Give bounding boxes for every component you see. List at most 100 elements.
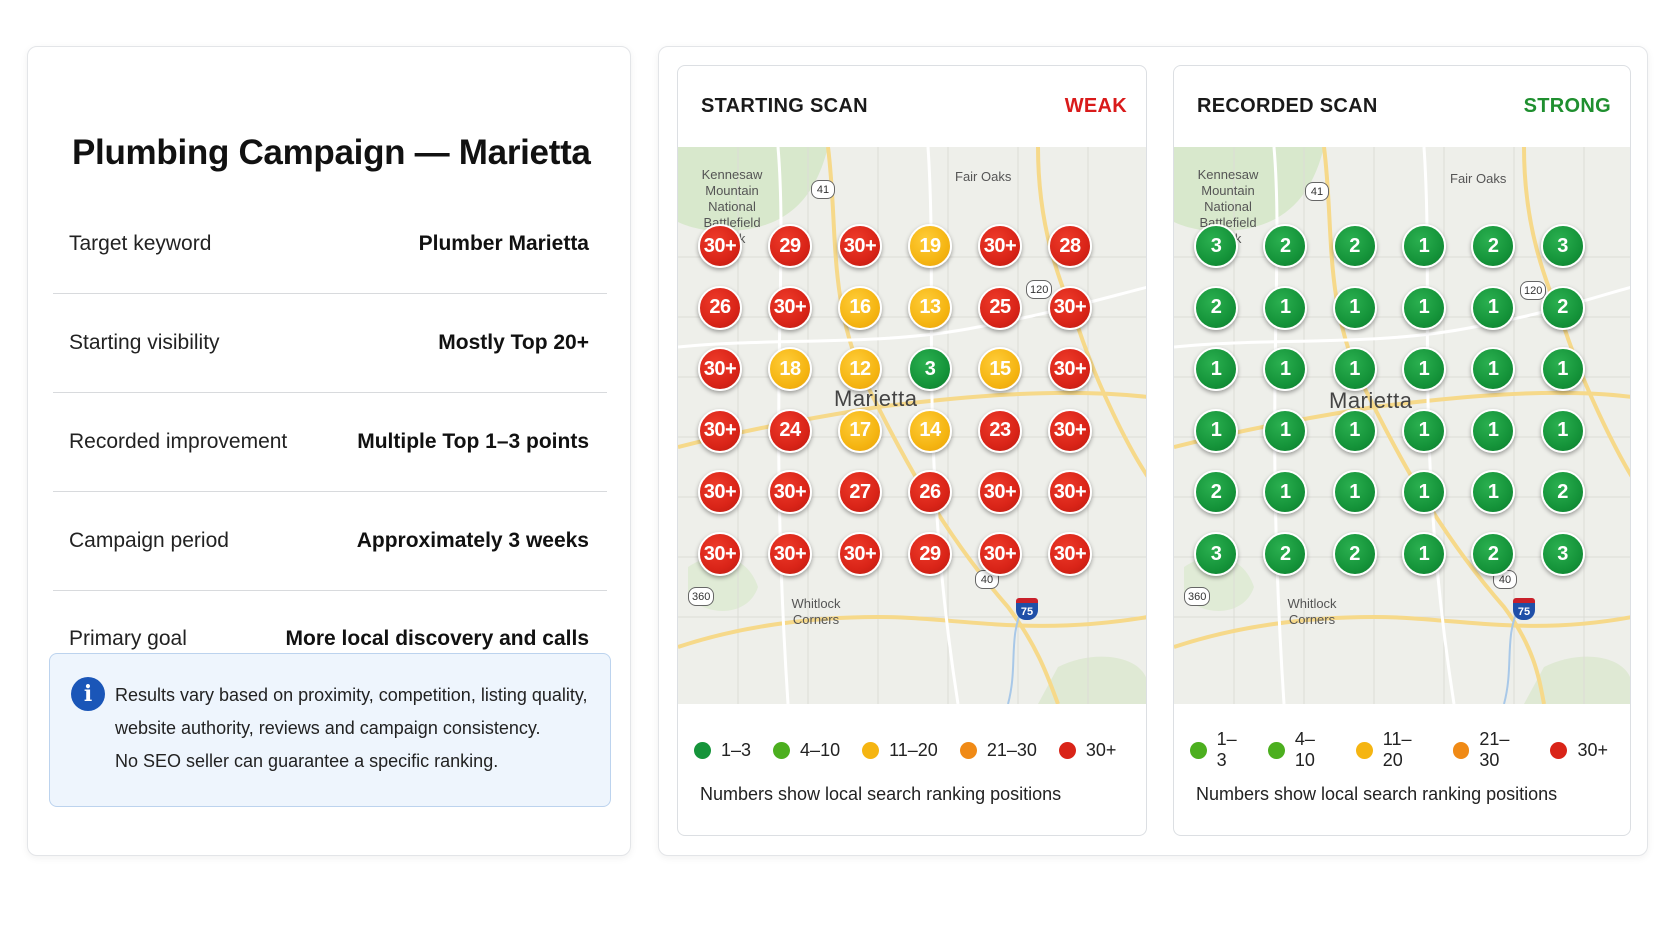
ranking-pin[interactable]: 30+	[1048, 285, 1092, 330]
ranking-pin[interactable]: 28	[1048, 224, 1092, 268]
scan-header: STARTING SCAN WEAK	[678, 66, 1146, 147]
ranking-pin[interactable]: 30+	[978, 532, 1022, 576]
legend-item-30-plus: 30+	[1550, 740, 1608, 761]
legend-label: 1–3	[1216, 729, 1237, 770]
route-41-shield: 41	[811, 180, 835, 199]
ranking-pin[interactable]: 30+	[1048, 470, 1092, 515]
ranking-pin[interactable]: 1	[1263, 408, 1308, 453]
scan-legend: 1–3 4–10 11–20 21–30 30+	[678, 704, 1146, 796]
ranking-pin[interactable]: 26	[698, 285, 742, 330]
ranking-pin[interactable]: 30+	[698, 347, 742, 392]
ranking-pin[interactable]: 1	[1332, 408, 1377, 453]
legend-dot	[694, 741, 711, 759]
ranking-pin[interactable]: 30+	[978, 224, 1022, 268]
legend-item-11-20: 11–20	[1356, 729, 1431, 771]
ranking-pin[interactable]: 2	[1332, 224, 1377, 268]
ranking-pin[interactable]: 1	[1471, 347, 1516, 392]
ranking-pin[interactable]: 3	[1194, 224, 1238, 268]
legend-dot	[773, 741, 791, 759]
ranking-pin[interactable]: 3	[1540, 532, 1585, 576]
ranking-pin[interactable]: 30+	[838, 532, 882, 576]
ranking-pin[interactable]: 24	[768, 408, 812, 453]
legend-label: 4–10	[1294, 729, 1315, 770]
ranking-pin[interactable]: 30+	[768, 532, 812, 576]
ranking-pin[interactable]: 1	[1194, 347, 1238, 392]
ranking-pin[interactable]: 1	[1471, 470, 1516, 515]
ranking-pin[interactable]: 2	[1332, 532, 1377, 576]
interstate-75-shield: 75	[1513, 598, 1535, 620]
ranking-pin[interactable]: 2	[1540, 285, 1585, 330]
ranking-pin[interactable]: 18	[768, 347, 812, 392]
ranking-pin[interactable]: 1	[1263, 470, 1308, 515]
ranking-pin[interactable]: 30+	[698, 532, 742, 576]
ranking-pin[interactable]: 1	[1471, 285, 1516, 330]
ranking-pin[interactable]: 1	[1401, 532, 1446, 576]
row-value: Plumber Marietta	[418, 232, 589, 255]
ranking-pin[interactable]: 2	[1540, 470, 1585, 515]
ranking-pin[interactable]: 30+	[698, 408, 742, 453]
ranking-pin[interactable]: 2	[1471, 224, 1516, 268]
ranking-pin[interactable]: 2	[1263, 224, 1308, 268]
ranking-pin[interactable]: 3	[908, 347, 952, 392]
ranking-pin[interactable]: 3	[1540, 224, 1585, 268]
ranking-pin[interactable]: 2	[1194, 285, 1238, 330]
ranking-pin[interactable]: 1	[1401, 347, 1446, 392]
ranking-pin[interactable]: 13	[908, 285, 952, 330]
ranking-pin[interactable]: 30+	[838, 224, 882, 268]
ranking-pin[interactable]: 2	[1263, 532, 1308, 576]
ranking-pin[interactable]: 27	[838, 470, 882, 515]
scan-legend: 1–3 4–10 11–20 21–30 30+	[1174, 704, 1630, 796]
ranking-pin[interactable]: 15	[978, 347, 1022, 392]
map-label-whitlock: Whitlock Corners	[1287, 596, 1337, 627]
ranking-pin[interactable]: 17	[838, 408, 882, 453]
ranking-pin[interactable]: 14	[908, 408, 952, 453]
ranking-pin[interactable]: 30+	[978, 470, 1022, 515]
legend-label: 11–20	[1382, 729, 1412, 770]
ranking-pin[interactable]: 29	[768, 224, 812, 268]
ranking-pin[interactable]: 12	[838, 347, 882, 392]
ranking-pin[interactable]: 30+	[1048, 532, 1092, 576]
ranking-pin[interactable]: 16	[838, 285, 882, 330]
ranking-pin[interactable]: 30+	[768, 470, 812, 515]
ranking-pin[interactable]: 1	[1194, 408, 1238, 453]
ranking-pin[interactable]: 1	[1401, 224, 1446, 268]
ranking-pin[interactable]: 26	[908, 470, 952, 515]
disclaimer-text: Results vary based on proximity, competi…	[115, 679, 588, 778]
ranking-pin[interactable]: 1	[1401, 408, 1446, 453]
ranking-pin[interactable]: 23	[978, 408, 1022, 453]
info-icon: i	[71, 677, 105, 711]
ranking-pin[interactable]: 30+	[698, 224, 742, 268]
ranking-pin[interactable]: 1	[1332, 470, 1377, 515]
ranking-pin[interactable]: 30+	[1048, 347, 1092, 392]
row-value: Mostly Top 20+	[438, 331, 589, 354]
ranking-pin[interactable]: 1	[1540, 408, 1585, 453]
scan-comparison-panel: STARTING SCAN WEAK	[658, 46, 1648, 856]
legend-dot	[959, 741, 977, 759]
ranking-pin[interactable]: 1	[1471, 408, 1516, 453]
ranking-pin[interactable]: 3	[1194, 532, 1238, 576]
legend-caption: Numbers show local search ranking positi…	[1196, 784, 1558, 804]
ranking-pin[interactable]: 30+	[1048, 408, 1092, 453]
ranking-pin[interactable]: 1	[1263, 347, 1308, 392]
ranking-pin[interactable]: 19	[908, 224, 952, 268]
ranking-pin[interactable]: 1	[1263, 285, 1308, 330]
ranking-pin[interactable]: 30+	[698, 470, 742, 515]
ranking-pin[interactable]: 1	[1401, 285, 1446, 330]
ranking-pin[interactable]: 1	[1540, 347, 1585, 392]
route-120-shield: 120	[1026, 280, 1053, 299]
ranking-pin[interactable]: 25	[978, 285, 1022, 330]
ranking-pin[interactable]: 29	[908, 532, 952, 576]
ranking-pin[interactable]: 1	[1332, 347, 1377, 392]
row-value: More local discovery and calls	[285, 627, 589, 650]
legend-label: 21–30	[986, 739, 1037, 760]
disclaimer-line: Results vary based on proximity, competi…	[115, 685, 588, 705]
ranking-pin[interactable]: 1	[1332, 285, 1377, 330]
campaign-summary-card: Plumbing Campaign — Marietta Target keyw…	[27, 46, 631, 856]
ranking-pin[interactable]: 2	[1471, 532, 1516, 576]
legend-item-1-3: 1–3	[1190, 729, 1246, 771]
ranking-pin[interactable]: 2	[1194, 470, 1238, 515]
ranking-pin[interactable]: 30+	[768, 285, 812, 330]
ranking-pin[interactable]: 1	[1401, 470, 1446, 515]
